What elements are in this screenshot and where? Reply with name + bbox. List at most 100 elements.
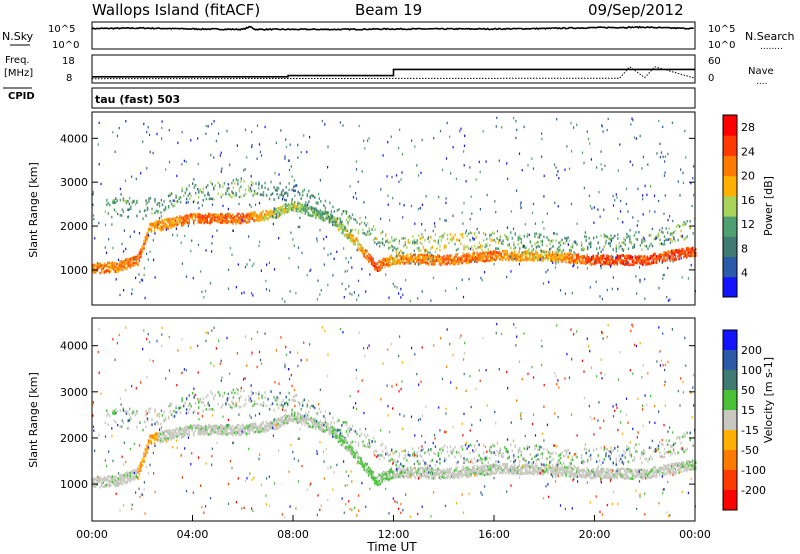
power-cell: [182, 218, 184, 221]
power-cell: [213, 120, 215, 123]
power-cell: [274, 212, 276, 215]
power-cell: [192, 200, 194, 204]
power-cell: [646, 260, 649, 263]
velocity-cell: [283, 419, 285, 422]
velocity-cell: [155, 432, 157, 435]
velocity-cell: [277, 421, 279, 425]
power-cell: [390, 135, 392, 138]
velocity-cell: [93, 477, 95, 481]
power-cell: [241, 292, 243, 295]
velocity-cell: [336, 430, 338, 433]
power-cell: [358, 248, 361, 252]
velocity-cell: [197, 424, 199, 427]
power-cell: [151, 207, 153, 211]
power-cell: [313, 208, 315, 211]
velocity-cell: [173, 432, 175, 435]
power-cell: [94, 237, 96, 240]
power-cell: [266, 218, 269, 221]
power-cell: [570, 202, 573, 206]
power-cell: [408, 256, 410, 260]
velocity-cell: [138, 469, 141, 473]
velocity-cell: [351, 452, 353, 456]
velocity-cell: [315, 425, 317, 428]
power-cell: [143, 239, 145, 243]
power-cell: [605, 234, 607, 238]
power-cell: [235, 192, 237, 195]
velocity-cell: [232, 432, 234, 435]
velocity-cell: [260, 429, 263, 433]
power-cell: [333, 257, 335, 260]
power-cell: [297, 210, 299, 213]
power-cell: [547, 238, 550, 242]
power-cell: [635, 137, 637, 140]
power-cell: [133, 230, 135, 233]
power-cell: [232, 179, 235, 182]
velocity-cell: [352, 450, 355, 454]
power-cell: [99, 265, 101, 269]
power-cell: [455, 248, 458, 252]
power-cell: [625, 254, 628, 257]
power-cell: [135, 260, 138, 264]
power-cell: [541, 255, 543, 259]
power-cell: [239, 221, 242, 225]
power-cell: [139, 280, 141, 284]
velocity-cell: [184, 433, 186, 436]
power-cell: [553, 232, 555, 235]
velocity-cell: [171, 433, 174, 437]
power-cell: [510, 246, 512, 250]
power-cell: [449, 233, 452, 236]
power-cell: [603, 260, 605, 264]
power-cell: [355, 168, 358, 171]
power-cell: [272, 208, 275, 212]
power-cell: [513, 243, 515, 247]
velocity-cell: [102, 485, 104, 488]
power-cell: [315, 214, 317, 217]
velocity-cell: [283, 414, 285, 418]
power-cell: [227, 268, 230, 271]
power-cell: [493, 238, 495, 242]
power-cell: [143, 246, 145, 249]
power-cell: [404, 237, 406, 240]
power-cell: [428, 256, 430, 259]
power-cell: [611, 237, 613, 241]
power-cell: [616, 259, 618, 263]
power-cell: [244, 219, 246, 223]
power-cell: [336, 224, 338, 228]
power-cell: [110, 262, 112, 266]
power-cell: [281, 207, 284, 211]
power-cell: [251, 130, 253, 134]
power-cell: [505, 235, 507, 239]
power-cell: [576, 222, 578, 225]
power-cell: [370, 258, 373, 262]
power-cell: [294, 206, 296, 210]
power-cell: [490, 250, 492, 254]
power-cell: [338, 217, 340, 221]
power-cell: [565, 237, 568, 240]
power-cell: [494, 250, 496, 253]
power-cell: [393, 262, 395, 265]
power-cell: [599, 246, 601, 250]
power-cell: [112, 201, 114, 204]
power-cell: [107, 264, 109, 268]
power-cell: [169, 194, 171, 197]
velocity-cell: [161, 434, 163, 438]
power-cell: [534, 242, 536, 246]
power-cell: [187, 221, 189, 225]
power-cell: [490, 233, 492, 236]
velocity-cell: [122, 475, 124, 478]
velocity-cell: [292, 418, 294, 422]
power-cell: [220, 215, 222, 219]
power-cell: [539, 256, 542, 259]
power-cell: [319, 209, 321, 212]
power-cell: [363, 255, 365, 258]
power-cell: [322, 218, 324, 221]
power-cell: [578, 260, 581, 264]
power-cell: [382, 261, 385, 265]
power-cell: [223, 221, 225, 224]
power-cell: [156, 226, 159, 230]
power-cell: [421, 138, 423, 142]
power-cell: [351, 233, 353, 237]
power-cell: [658, 254, 661, 258]
power-cell: [573, 251, 575, 254]
power-cell: [603, 256, 605, 260]
